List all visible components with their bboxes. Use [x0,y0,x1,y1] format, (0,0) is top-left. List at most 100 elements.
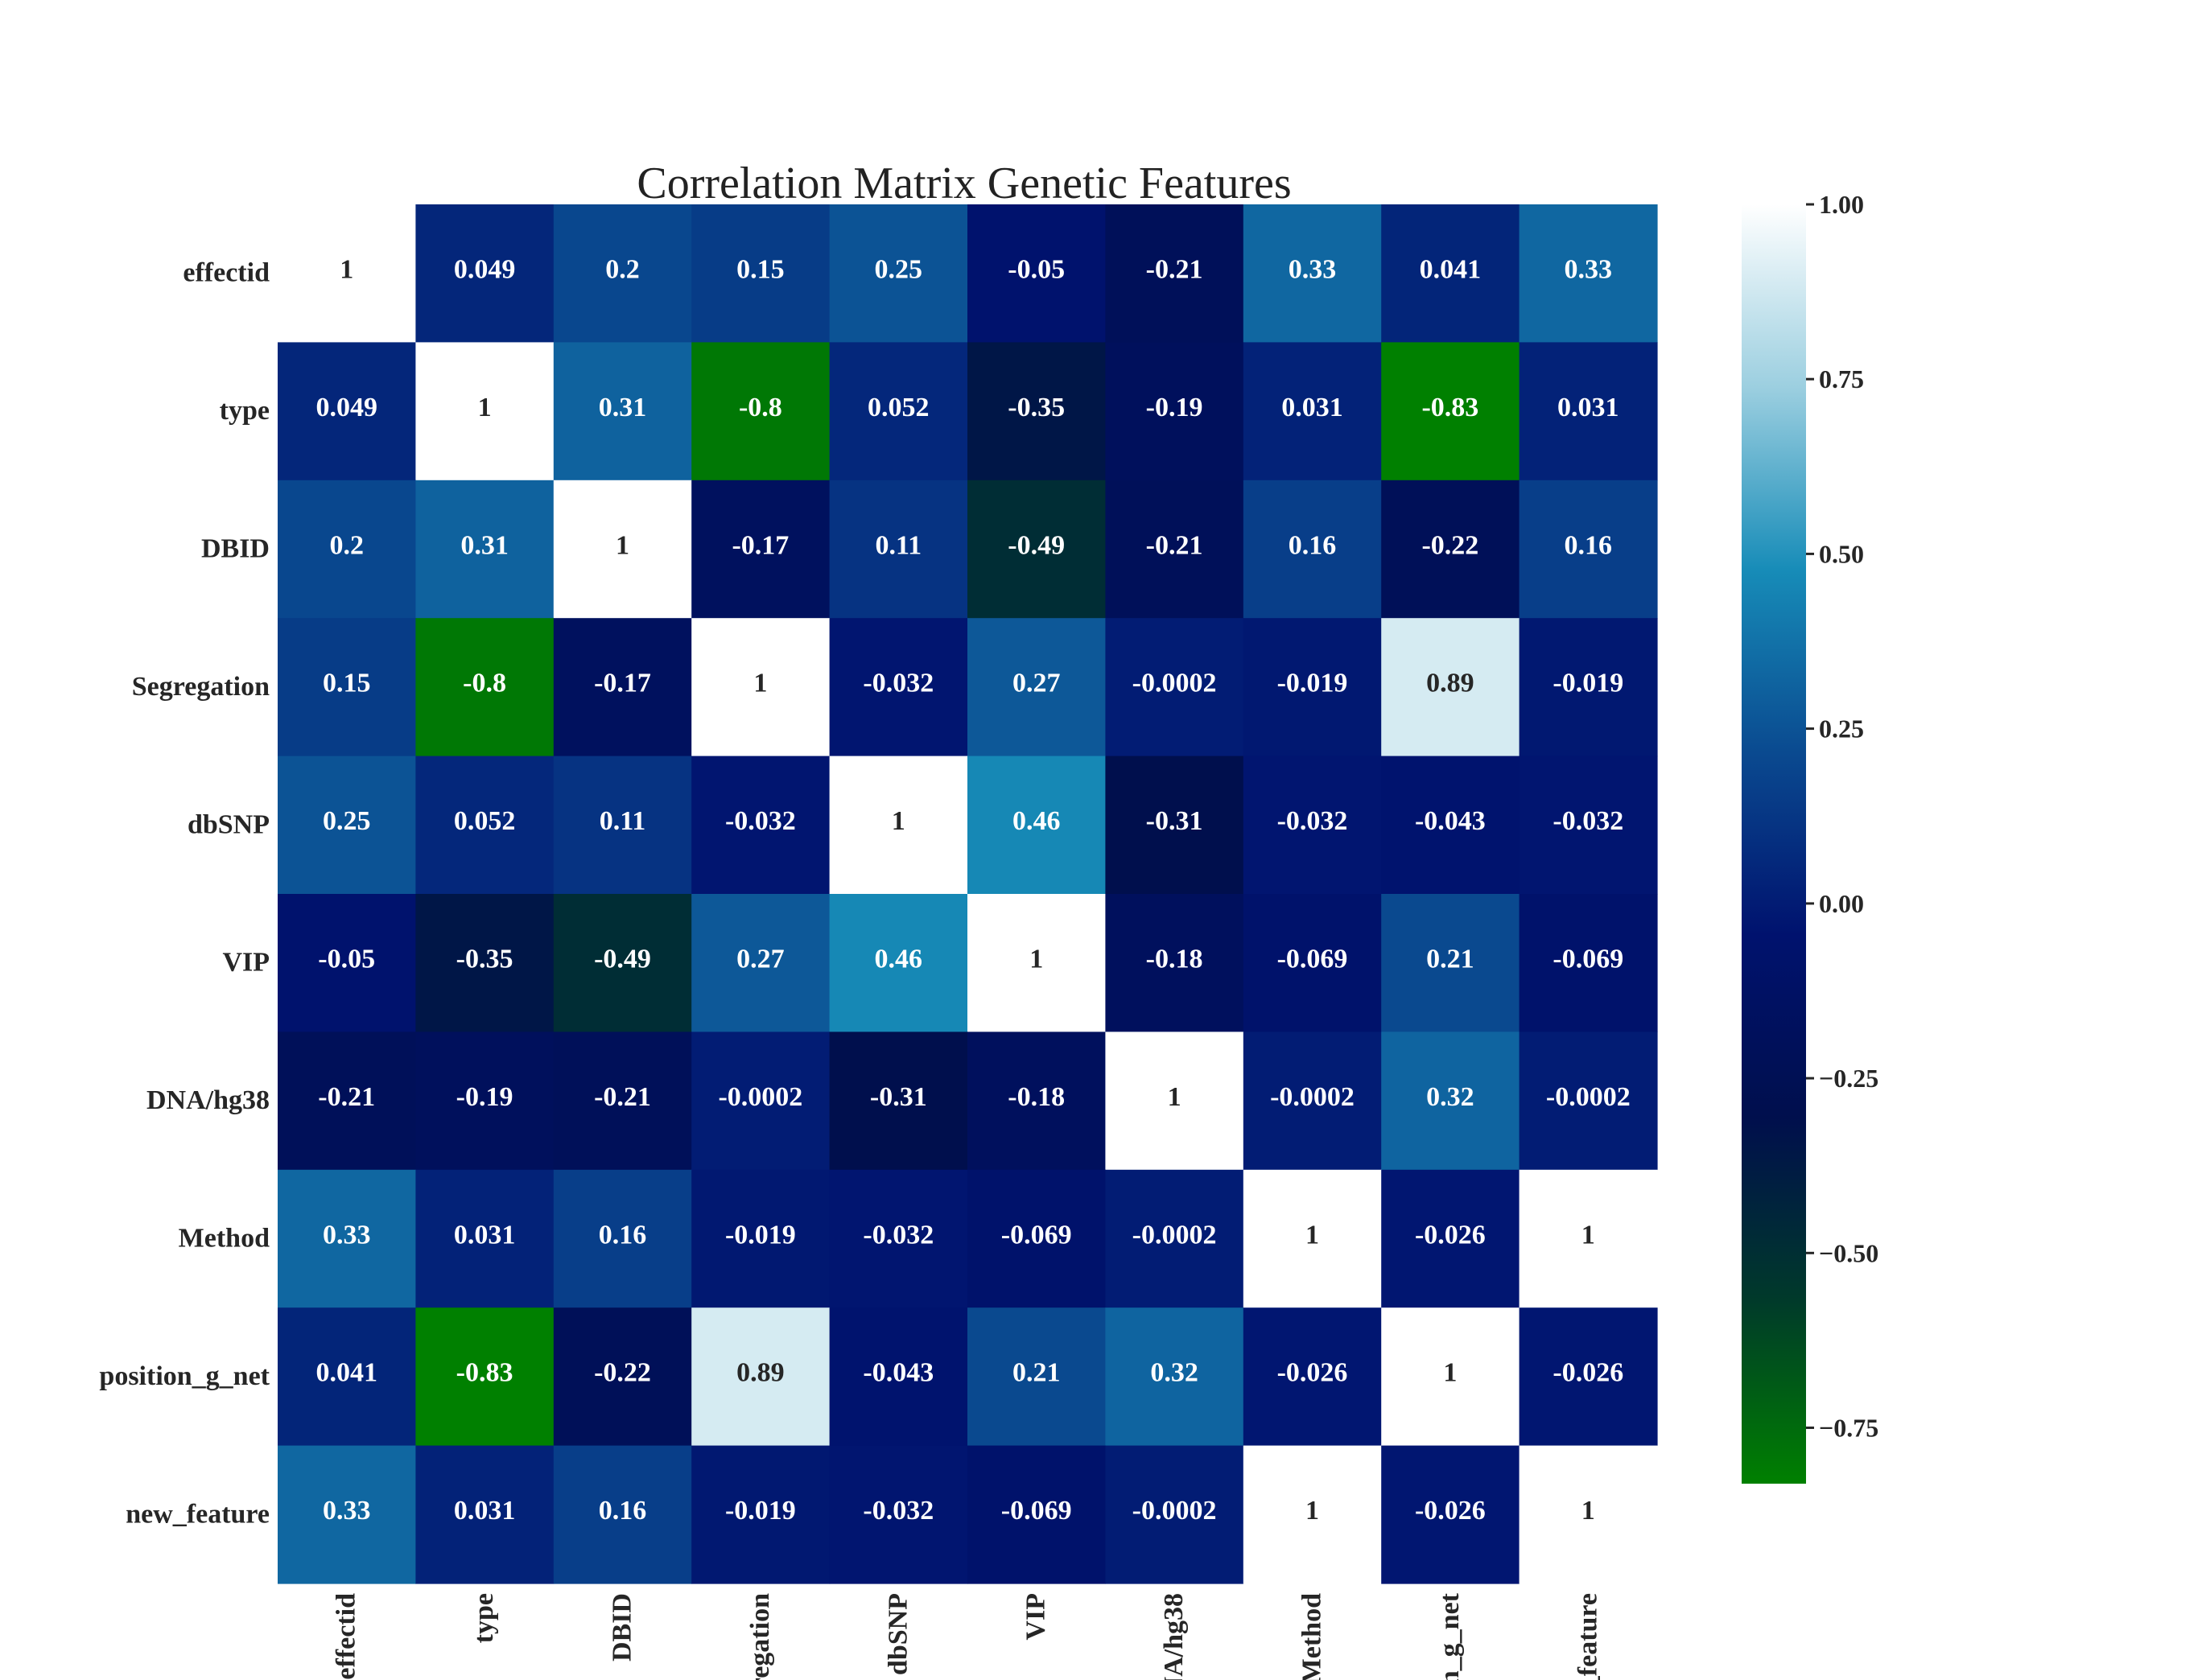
cell-annotation: -0.31 [870,1082,927,1112]
x-tick-label: Method [1297,1593,1327,1680]
cell-annotation: -0.0002 [1132,1496,1217,1526]
colorbar-gradient [1742,204,1806,1484]
cell-annotation: -0.032 [1277,806,1348,836]
y-tick-label: DNA/hg38 [146,1085,270,1115]
cell-annotation: 0.16 [1565,530,1613,560]
x-tick-label: new_feature [1573,1593,1602,1680]
heatmap-cell [967,756,1106,895]
heatmap-cell [967,1169,1106,1308]
cell-annotation: -0.21 [594,1082,651,1112]
heatmap-cell [553,204,692,343]
cell-annotation: 0.049 [315,393,377,422]
cell-annotation: -0.17 [594,669,651,698]
cell-annotation: -0.35 [1008,393,1065,422]
cell-annotation: -0.49 [594,944,651,974]
cell-annotation: -0.31 [1146,806,1203,836]
cell-annotation: -0.043 [863,1358,934,1388]
heatmap-cell [1381,1169,1520,1308]
cell-annotation: -0.069 [1001,1220,1072,1250]
heatmap-cell [1381,756,1520,895]
heatmap-cell [967,480,1106,619]
heatmap-cell [553,618,692,757]
heatmap-cell [1243,1307,1382,1447]
y-tick-label: effectid [183,258,270,288]
cell-annotation: -0.026 [1277,1358,1348,1388]
heatmap-cell [829,618,968,757]
x-tick-label: Segregation [745,1593,775,1680]
cell-annotation: 0.46 [1012,806,1061,836]
cell-annotation: -0.21 [1146,254,1203,284]
heatmap-cell [278,480,416,619]
heatmap-cell [691,756,831,895]
cell-annotation: 0.33 [323,1496,371,1526]
heatmap-cell [1381,618,1520,757]
cell-annotation: 1 [753,669,767,698]
heatmap-cell [829,894,968,1032]
cell-annotation: 0.21 [1012,1358,1061,1388]
heatmap-cell [553,342,692,481]
cell-annotation: 0.89 [1426,669,1474,698]
cell-annotation: 0.052 [454,806,516,836]
cell-annotation: 1 [340,254,353,284]
heatmap-cell [1519,342,1658,481]
cell-annotation: 1 [616,530,629,560]
heatmap-cell [1243,204,1382,343]
heatmap-cell [691,204,831,343]
heatmap-cell [278,1031,416,1171]
chart-title: Correlation Matrix Genetic Features [637,159,1291,208]
heatmap-cell [1243,894,1382,1032]
cell-annotation: 1 [1305,1496,1319,1526]
cell-annotation: 0.031 [454,1220,516,1250]
heatmap-cell [691,1169,831,1308]
heatmap-cells [278,204,1658,1584]
heatmap-cell [1243,480,1382,619]
heatmap-cell [691,1445,831,1584]
cell-annotation: 0.041 [315,1358,377,1388]
cell-annotation: -0.0002 [718,1082,802,1112]
heatmap-cell [829,480,968,619]
y-tick-label: type [220,396,270,426]
cell-annotation: 0.049 [454,254,516,284]
cell-annotation: -0.05 [1008,254,1065,284]
cell-annotation: -0.19 [456,1082,513,1112]
heatmap-cell [967,1031,1106,1171]
cell-annotation: 0.16 [599,1496,647,1526]
cell-annotation: 0.33 [1565,254,1613,284]
heatmap-cell [1519,1307,1658,1447]
cell-annotation: -0.032 [863,1496,934,1526]
heatmap-cell [829,1445,968,1584]
heatmap-cell [1243,1169,1382,1308]
cell-annotation: -0.0002 [1132,1220,1217,1250]
heatmap-cell [553,1307,692,1447]
cell-annotation: -0.83 [456,1358,513,1388]
heatmap-cell [415,204,555,343]
heatmap-cell [1381,342,1520,481]
cell-annotation: 0.2 [605,254,640,284]
heatmap-cell [278,1169,416,1308]
cell-annotation: -0.17 [732,530,789,560]
cell-annotation: -0.069 [1001,1496,1072,1526]
heatmap-cell [1105,1169,1244,1308]
heatmap-cell [1105,204,1244,343]
x-tick-label: type [469,1593,499,1643]
cell-annotation: -0.49 [1008,530,1065,560]
y-tick-label: VIP [222,948,270,978]
heatmap-cell [278,894,416,1032]
cell-annotation: 0.052 [868,393,930,422]
cell-annotation: -0.032 [863,669,934,698]
heatmap-cell [1519,204,1658,343]
heatmap-cell [1519,1169,1658,1308]
cell-annotation: -0.032 [1553,806,1623,836]
heatmap-cell [278,1307,416,1447]
cell-annotation: 0.2 [329,530,364,560]
heatmap-cell [829,1169,968,1308]
x-tick-label: DNA/hg38 [1159,1593,1189,1680]
heatmap-cell [1519,618,1658,757]
heatmap-cell [691,1031,831,1171]
heatmap-cell [1105,1031,1244,1171]
cell-annotation: -0.043 [1415,806,1486,836]
heatmap-cell [691,480,831,619]
heatmap-cell [553,1445,692,1584]
cell-annotation: 0.31 [460,530,509,560]
heatmap-cell [829,1031,968,1171]
